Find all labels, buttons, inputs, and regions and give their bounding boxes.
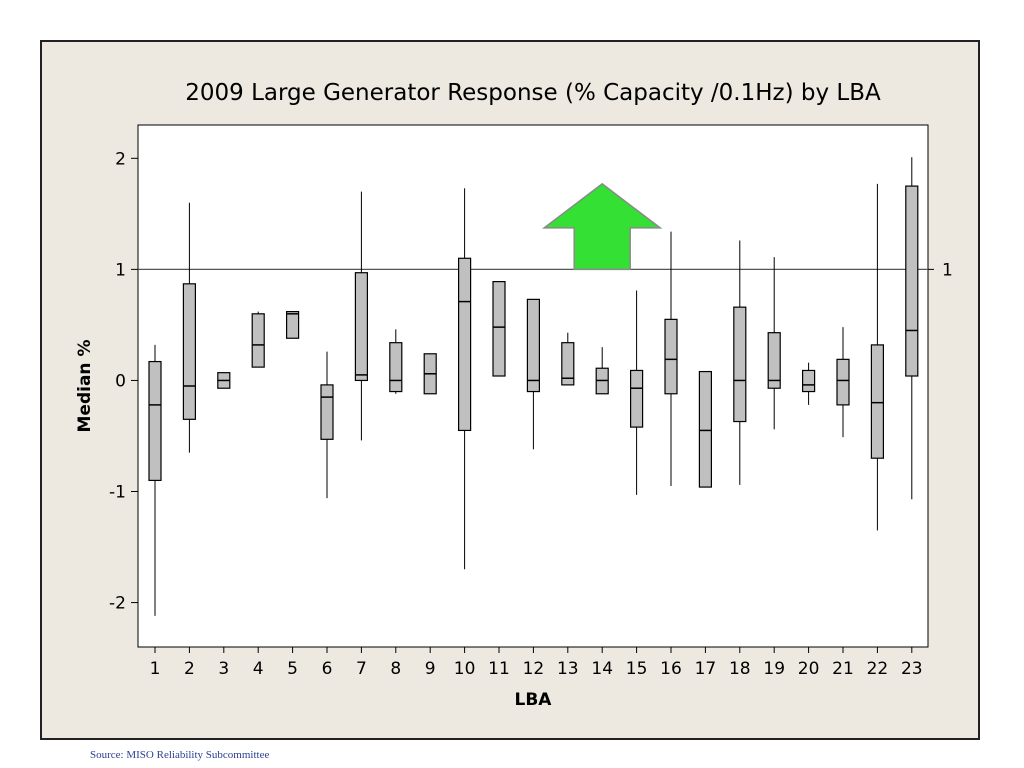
y-tick-label: 2 bbox=[115, 149, 126, 169]
box-lba-22 bbox=[870, 344, 885, 459]
x-tick-label: 19 bbox=[763, 659, 785, 679]
box-lba-12 bbox=[526, 298, 540, 393]
x-axis-label: LBA bbox=[515, 690, 553, 710]
x-tick-label: 22 bbox=[867, 659, 889, 679]
y-tick-label: -2 bbox=[109, 594, 126, 614]
y-axis-label: Median % bbox=[75, 340, 95, 433]
x-tick-label: 21 bbox=[832, 659, 854, 679]
box-lba-21 bbox=[836, 358, 850, 406]
box-lba-11 bbox=[492, 281, 506, 377]
reference-line-label: 1 bbox=[942, 260, 953, 280]
source-note: Source: MISO Reliability Subcommittee bbox=[90, 749, 270, 761]
box-lba-4 bbox=[251, 313, 265, 368]
box-lba-13 bbox=[561, 342, 575, 386]
x-tick-label: 5 bbox=[287, 659, 298, 679]
box-lba-17 bbox=[698, 370, 713, 488]
chart-title: 2009 Large Generator Response (% Capacit… bbox=[185, 80, 881, 106]
x-tick-label: 6 bbox=[322, 659, 333, 679]
box-lba-8 bbox=[389, 342, 403, 393]
box-lba-1 bbox=[148, 360, 162, 482]
box-lba-10 bbox=[458, 257, 472, 432]
y-tick-label: 0 bbox=[115, 371, 126, 391]
x-tick-label: 3 bbox=[218, 659, 229, 679]
x-tick-label: 13 bbox=[557, 659, 579, 679]
box-lba-5 bbox=[286, 310, 300, 339]
box-lba-15 bbox=[629, 369, 644, 428]
box-lba-23 bbox=[905, 185, 919, 377]
x-tick-label: 18 bbox=[729, 659, 751, 679]
box-lba-19 bbox=[767, 332, 781, 389]
x-tick-label: 23 bbox=[901, 659, 923, 679]
x-tick-label: 9 bbox=[425, 659, 436, 679]
x-tick-label: 1 bbox=[150, 659, 161, 679]
box-lba-18 bbox=[733, 306, 747, 423]
x-tick-label: 12 bbox=[523, 659, 545, 679]
box-lba-6 bbox=[320, 384, 334, 440]
box-plot-chart: 2009 Large Generator Response (% Capacit… bbox=[75, 80, 953, 710]
x-tick-label: 14 bbox=[591, 659, 613, 679]
box-lba-16 bbox=[664, 318, 678, 395]
x-tick-label: 15 bbox=[626, 659, 648, 679]
x-tick-label: 16 bbox=[660, 659, 682, 679]
x-tick-label: 4 bbox=[253, 659, 264, 679]
x-tick-label: 17 bbox=[695, 659, 717, 679]
x-tick-label: 7 bbox=[356, 659, 367, 679]
up-arrow-icon bbox=[541, 182, 663, 271]
y-tick-label: -1 bbox=[109, 483, 126, 503]
box-lba-7 bbox=[354, 272, 368, 382]
x-tick-label: 11 bbox=[488, 659, 510, 679]
x-tick-label: 20 bbox=[798, 659, 820, 679]
x-tick-label: 8 bbox=[390, 659, 401, 679]
x-tick-label: 10 bbox=[454, 659, 476, 679]
box-lba-2 bbox=[182, 283, 196, 420]
box-lba-20 bbox=[801, 369, 816, 393]
x-tick-label: 2 bbox=[184, 659, 195, 679]
y-tick-label: 1 bbox=[115, 260, 126, 280]
